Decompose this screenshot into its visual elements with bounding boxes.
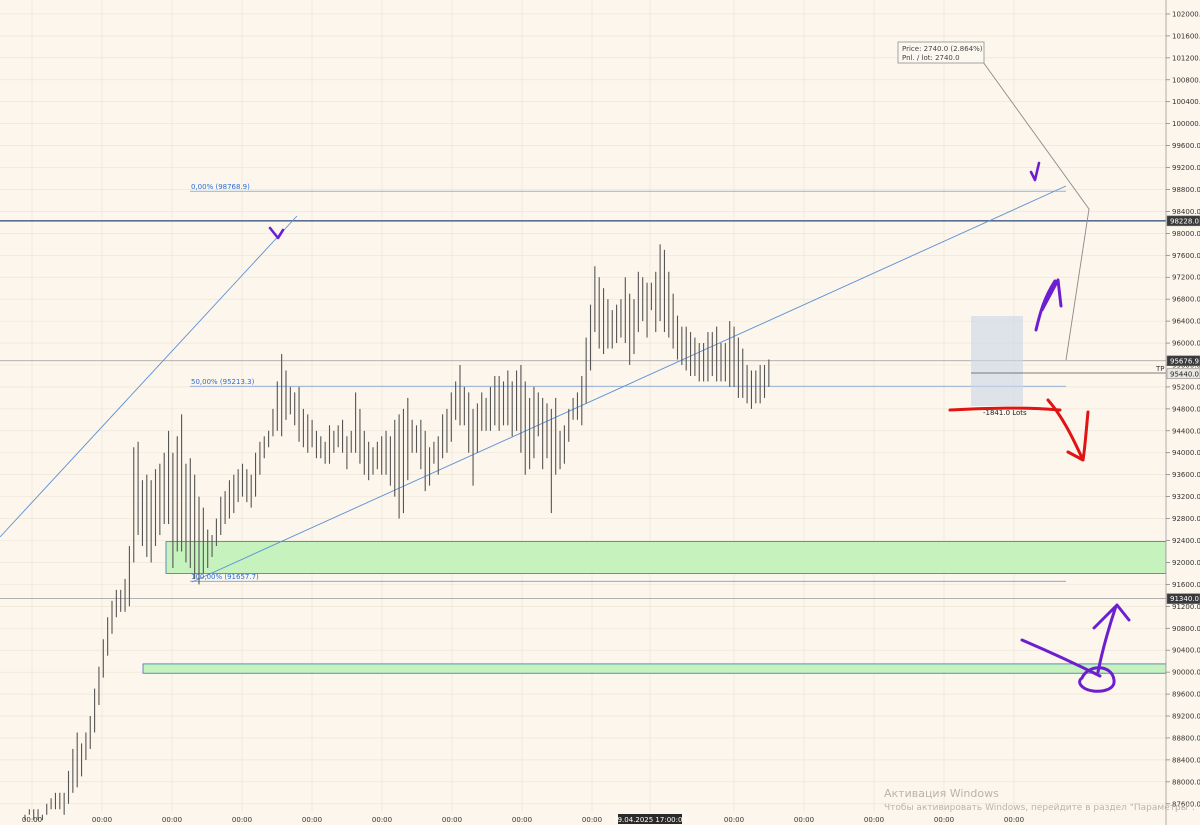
price-tick-label: 93600.0 bbox=[1172, 471, 1200, 479]
time-tick-label: 00:00 bbox=[92, 816, 112, 824]
price-tag bbox=[1166, 215, 1200, 227]
price-tag-label: 95440.0 bbox=[1170, 370, 1199, 378]
time-tick-label: 00:00 bbox=[372, 816, 392, 824]
price-tick-label: 94800.0 bbox=[1172, 405, 1200, 413]
watermark-subtitle: Чтобы активировать Windows, перейдите в … bbox=[884, 803, 1195, 813]
position-box bbox=[971, 316, 1170, 406]
price-tick-label: 91600.0 bbox=[1172, 581, 1200, 589]
purple-up-arrow-top bbox=[1034, 278, 1063, 332]
price-tag bbox=[1166, 355, 1200, 367]
fib-level-label: 50,00% (95213.3) bbox=[191, 378, 255, 386]
price-tick-label: 89200.0 bbox=[1172, 713, 1200, 721]
tooltip-leader-line bbox=[982, 61, 1090, 361]
price-tag-label: 98228.0 bbox=[1170, 217, 1199, 225]
price-axis-background bbox=[1166, 0, 1200, 825]
price-tick-label: 101200.0 bbox=[1172, 54, 1200, 62]
purple-pointer-line bbox=[1020, 638, 1102, 678]
time-tick-label: 00:00 bbox=[162, 816, 182, 824]
price-tick-label: 100000.0 bbox=[1172, 120, 1200, 128]
price-tooltip: Price: 2740.0 (2.864%) Pnl. / lot: 2740.… bbox=[897, 41, 985, 64]
time-tick-label: 00:00 bbox=[302, 816, 322, 824]
time-tick-label: 00:00 bbox=[512, 816, 532, 824]
time-tick-label: 00:00 bbox=[794, 816, 814, 824]
time-cursor-label: 29.04.2025 17:00:00 bbox=[613, 816, 687, 824]
price-tag-label: 91340.0 bbox=[1170, 595, 1199, 603]
fib-level-label: 100,00% (91657.7) bbox=[191, 573, 259, 581]
time-tick-label: 00:00 bbox=[724, 816, 744, 824]
tp-marker-label: TP bbox=[1155, 365, 1165, 373]
price-tick-label: 100800.0 bbox=[1172, 76, 1200, 84]
price-tick-label: 97200.0 bbox=[1172, 274, 1200, 282]
price-tick-label: 99600.0 bbox=[1172, 142, 1200, 150]
tooltip-price-text: Price: 2740.0 (2.864%) bbox=[902, 45, 983, 53]
price-tick-label: 88800.0 bbox=[1172, 734, 1200, 742]
time-tick-label: 00:00 bbox=[442, 816, 462, 824]
price-tick-label: 89600.0 bbox=[1172, 691, 1200, 699]
price-tick-label: 101600.0 bbox=[1172, 32, 1200, 40]
price-tick-label: 98400.0 bbox=[1172, 208, 1200, 216]
time-axis: 00:00 00:00 00:00 00:00 00:00 00:00 00:00 00:00… bbox=[22, 814, 1024, 824]
price-tick-label: 96400.0 bbox=[1172, 318, 1200, 326]
time-tick-label: 00:00 bbox=[934, 816, 954, 824]
price-tick-label: 87600.0 bbox=[1172, 800, 1200, 808]
hand-drawn-annotations bbox=[268, 161, 1131, 693]
trend-lines bbox=[0, 61, 1090, 583]
price-tick-label: 94000.0 bbox=[1172, 449, 1200, 457]
grid-lines bbox=[0, 0, 1166, 812]
fibonacci-levels: 0,00% (98768.9) 50,00% (95213.3) 100,00% (… bbox=[190, 183, 1066, 582]
trendline-rising-left[interactable] bbox=[0, 215, 298, 538]
price-axis: 102000.0 101600.0 101200.0 100800.0 100400.0… bbox=[1165, 0, 1200, 825]
time-tick-label: 00:00 bbox=[864, 816, 884, 824]
price-tick-label: 96000.0 bbox=[1172, 340, 1200, 348]
tooltip-box bbox=[897, 41, 985, 64]
tooltip-pnl-text: Pnl. / lot: 2740.0 bbox=[902, 54, 960, 62]
trendline-channel[interactable] bbox=[191, 185, 1067, 583]
price-tag bbox=[1166, 593, 1200, 604]
purple-check-mark-left bbox=[268, 226, 285, 240]
price-tick-label: 97600.0 bbox=[1172, 252, 1200, 260]
fib-level-label: 0,00% (98768.9) bbox=[191, 183, 250, 191]
price-tick-label: 95200.0 bbox=[1172, 383, 1200, 391]
demand-zone[interactable] bbox=[142, 663, 1167, 674]
purple-check-mark-right bbox=[1029, 161, 1041, 182]
purple-up-arrow-bottom bbox=[1092, 603, 1131, 674]
price-tick-label: 94400.0 bbox=[1172, 427, 1200, 435]
price-tick-label: 98800.0 bbox=[1172, 186, 1200, 194]
price-tick-label: 88000.0 bbox=[1172, 778, 1200, 786]
position-lots-label: -1841.0 Lots bbox=[983, 409, 1027, 417]
position-highlight-box[interactable] bbox=[971, 316, 1023, 406]
price-tick-label: 98000.0 bbox=[1172, 230, 1200, 238]
time-tick-label: 00:00 bbox=[22, 816, 42, 824]
time-cursor-tag bbox=[618, 814, 682, 824]
price-tick-label: 90400.0 bbox=[1172, 647, 1200, 655]
price-tick-label: 102000.0 bbox=[1172, 10, 1200, 18]
time-tick-label: 00:00 bbox=[1004, 816, 1024, 824]
price-tag-label: 95676.9 bbox=[1170, 357, 1199, 365]
price-tick-label: 96800.0 bbox=[1172, 296, 1200, 304]
price-tick-label: 90000.0 bbox=[1172, 669, 1200, 677]
price-tick-label: 90800.0 bbox=[1172, 625, 1200, 633]
price-tick-label: 88400.0 bbox=[1172, 756, 1200, 764]
price-tick-label: 100400.0 bbox=[1172, 98, 1200, 106]
price-tick-label: 93200.0 bbox=[1172, 493, 1200, 501]
time-tick-label: 00:00 bbox=[582, 816, 602, 824]
price-tick-label: 91200.0 bbox=[1172, 603, 1200, 611]
price-tick-label: 99200.0 bbox=[1172, 164, 1200, 172]
price-tick-label: 92400.0 bbox=[1172, 537, 1200, 545]
watermark-title: Активация Windows bbox=[884, 787, 999, 800]
red-down-arrow bbox=[948, 398, 1090, 462]
ohlc-bars bbox=[24, 244, 770, 821]
price-tick-label: 92800.0 bbox=[1172, 515, 1200, 523]
demand-zone[interactable] bbox=[165, 541, 1167, 574]
time-tick-label: 00:00 bbox=[232, 816, 252, 824]
price-tick-label: 92000.0 bbox=[1172, 559, 1200, 567]
windows-activation-watermark: Активация Windows Чтобы активировать Win… bbox=[884, 787, 1195, 813]
price-tag bbox=[1166, 368, 1200, 380]
price-tags: 98228.0 95676.9 95440.0 91340.0 bbox=[1166, 215, 1200, 604]
